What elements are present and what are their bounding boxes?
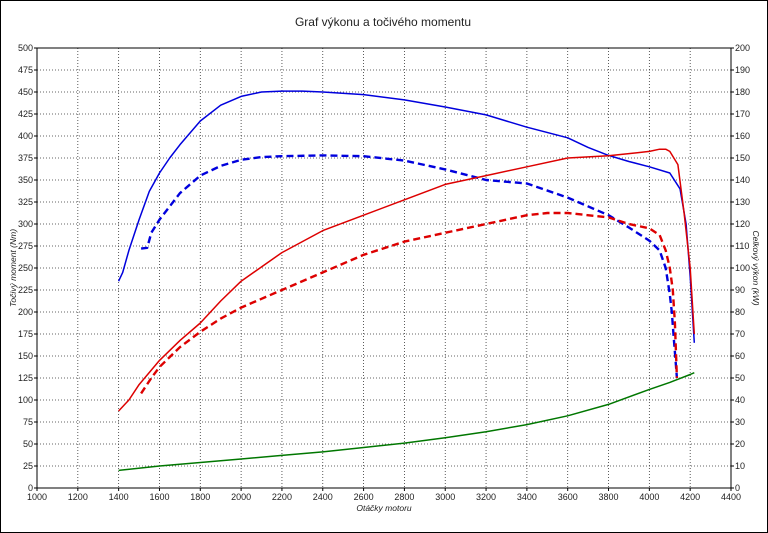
y-right-tick-label: 70 (735, 329, 745, 339)
x-tick-label: 2600 (354, 492, 374, 502)
y-right-tick-label: 50 (735, 373, 745, 383)
y-right-tick-label: 100 (735, 263, 750, 273)
y-left-tick-label: 375 (18, 153, 33, 163)
y-right-tick-label: 200 (735, 43, 750, 53)
x-tick-label: 1000 (27, 492, 47, 502)
plot-area (36, 47, 732, 489)
y-left-tick-label: 300 (18, 219, 33, 229)
x-tick-label: 3600 (558, 492, 578, 502)
y-right-tick-label: 90 (735, 285, 745, 295)
x-tick-label: 1200 (68, 492, 88, 502)
x-tick-label: 2200 (272, 492, 292, 502)
y-right-tick-label: 0 (735, 483, 740, 493)
y-right-tick-label: 140 (735, 175, 750, 185)
x-tick-label: 4200 (680, 492, 700, 502)
y-right-tick-label: 190 (735, 65, 750, 75)
x-tick-label: 2000 (231, 492, 251, 502)
y-left-tick-label: 200 (18, 307, 33, 317)
y-right-tick-label: 60 (735, 351, 745, 361)
series-group (117, 90, 696, 472)
y-right-tick-label: 160 (735, 131, 750, 141)
x-tick-label: 3000 (435, 492, 455, 502)
y-right-tick-label: 180 (735, 87, 750, 97)
y-right-tick-label: 80 (735, 307, 745, 317)
y-axis-right-label: Celkový výkon (kW) (751, 230, 761, 305)
y-left-tick-label: 0 (28, 483, 33, 493)
y-right-tick-label: 30 (735, 417, 745, 427)
x-tick-label: 2800 (394, 492, 414, 502)
y-left-tick-label: 275 (18, 241, 33, 251)
y-right-tick-label: 10 (735, 461, 745, 471)
y-left-tick-label: 175 (18, 329, 33, 339)
y-left-tick-label: 500 (18, 43, 33, 53)
tick-labels: 1000 1200 1400 1600 1800 2000 2200 2400 2600 2800… (18, 43, 750, 502)
y-left-tick-label: 50 (23, 439, 33, 449)
x-tick-label: 4400 (721, 492, 741, 502)
y-left-tick-label: 250 (18, 263, 33, 273)
series-line-5 (118, 372, 695, 472)
y-right-tick-label: 110 (735, 241, 749, 251)
x-tick-label: 2400 (313, 492, 333, 502)
y-right-tick-label: 40 (735, 395, 745, 405)
y-left-tick-label: 100 (18, 395, 33, 405)
x-tick-label: 3400 (517, 492, 537, 502)
y-right-tick-label: 130 (735, 197, 750, 207)
y-left-tick-label: 225 (18, 285, 33, 295)
y-right-tick-label: 20 (735, 439, 745, 449)
y-right-tick-label: 150 (735, 153, 750, 163)
y-left-tick-label: 350 (18, 175, 33, 185)
y-axis-left-label: Točivý moment (Nm) (8, 229, 18, 307)
x-axis-label: Otáčky motoru (356, 503, 412, 513)
y-left-tick-label: 475 (18, 65, 33, 75)
y-left-tick-label: 125 (18, 373, 33, 383)
y-right-tick-label: 120 (735, 219, 750, 229)
y-right-tick-label: 170 (735, 109, 750, 119)
x-tick-label: 1400 (109, 492, 129, 502)
x-tick-label: 1600 (149, 492, 169, 502)
y-left-tick-label: 25 (23, 461, 33, 471)
y-left-tick-label: 75 (23, 417, 33, 427)
series-line-1 (117, 90, 696, 343)
y-left-tick-label: 150 (18, 351, 33, 361)
x-tick-label: 1800 (190, 492, 210, 502)
grid (36, 47, 732, 489)
y-left-tick-label: 325 (18, 197, 33, 207)
x-tick-label: 3800 (599, 492, 619, 502)
series-line-3 (118, 148, 696, 412)
series-line-2 (140, 154, 679, 379)
y-left-tick-label: 400 (18, 131, 33, 141)
series-line-4 (140, 211, 679, 395)
y-left-tick-label: 425 (18, 109, 33, 119)
chart-title: Graf výkonu a točivého momentu (295, 15, 471, 29)
x-tick-label: 4000 (639, 492, 659, 502)
x-tick-label: 3200 (476, 492, 496, 502)
y-left-tick-label: 450 (18, 87, 33, 97)
